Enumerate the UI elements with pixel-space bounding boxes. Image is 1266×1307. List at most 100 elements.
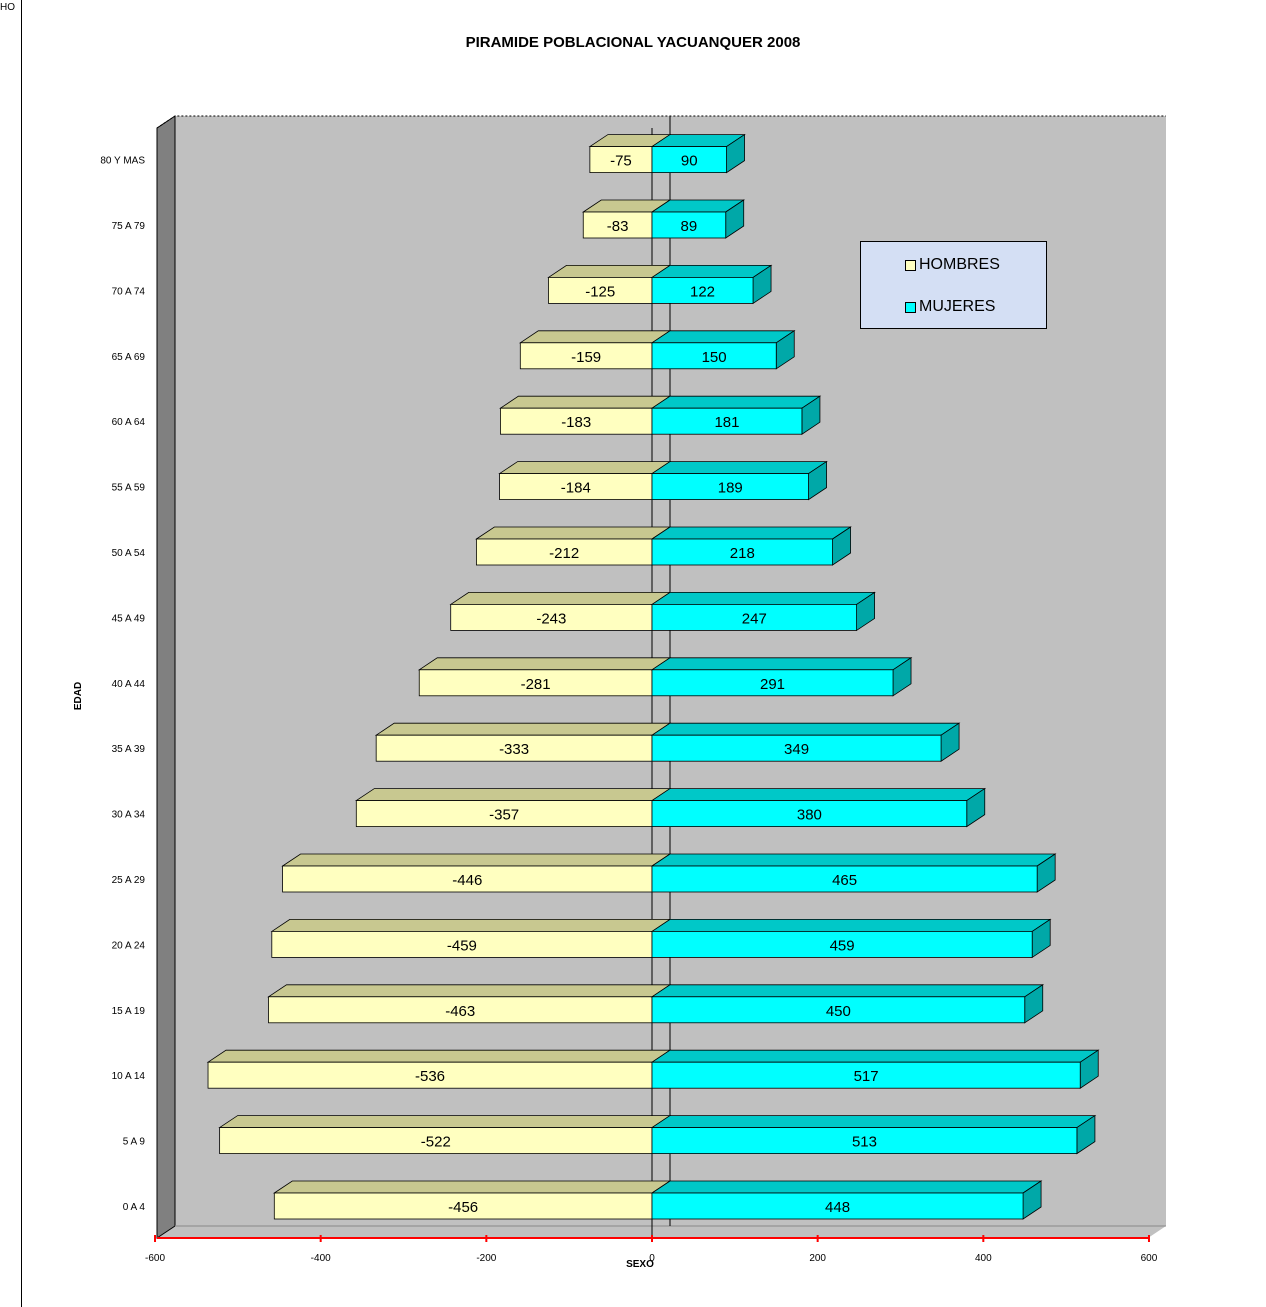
data-label-hombres: -212 [549,545,579,562]
data-label-mujeres: 189 [718,480,743,497]
data-label-mujeres: 450 [826,1003,851,1020]
bar-top-hombres [499,395,672,409]
bar-mujeres [651,1192,1024,1220]
legend-swatch-hombres [905,259,916,271]
y-tick-label: 45 A 49 [112,613,146,624]
data-label-mujeres: 349 [784,741,809,758]
bar-top-mujeres [650,264,773,278]
y-tick-label: 20 A 24 [112,940,146,951]
bar-top-hombres [272,1180,672,1194]
bar-top-hombres [267,984,672,998]
bar-mujeres [651,800,968,827]
data-label-mujeres: 513 [852,1134,877,1151]
legend-item-mujeres: MUJERES [905,298,995,316]
bar-top-mujeres [650,1180,1043,1194]
bar-mujeres [651,473,809,501]
y-tick-label: 70 A 74 [112,286,146,297]
x-tick-label: 200 [809,1253,826,1264]
bar-hombres [450,604,653,631]
x-tick-label: -400 [311,1253,331,1264]
data-label-hombres: -184 [561,480,591,497]
data-label-mujeres: 89 [681,218,698,235]
y-tick-label: 10 A 14 [112,1071,146,1082]
bar-hombres [476,538,653,566]
bar-mujeres [651,407,803,435]
bar-top-hombres [281,853,672,867]
y-tick-label: 65 A 69 [112,352,146,363]
data-label-hombres: -357 [489,807,519,824]
y-tick-label: 0 A 4 [123,1202,146,1213]
data-label-hombres: -159 [571,349,601,366]
bar-top-hombres [354,788,672,801]
bar-top-mujeres [650,592,876,605]
bar-hombres [499,473,653,501]
bar-top-mujeres [650,461,828,475]
bar-mujeres [651,931,1033,958]
x-tick-label: 600 [1141,1253,1158,1264]
y-tick-label: 15 A 19 [112,1006,146,1017]
bar-top-hombres [475,526,672,540]
chart-title: PIRAMIDE POBLACIONAL YACUANQUER 2008 [465,34,801,51]
data-label-hombres: -522 [421,1134,451,1151]
bar-top-hombres [449,592,672,605]
data-label-hombres: -75 [610,153,632,170]
y-tick-label: 80 Y MAS [100,156,145,167]
data-label-mujeres: 122 [690,283,715,300]
data-label-mujeres: 181 [714,414,739,431]
bar-top-hombres [518,330,672,344]
bar-hombres [589,146,653,174]
y-tick-label: 55 A 59 [112,483,146,494]
bar-hombres [273,1192,653,1220]
bar-mujeres [651,996,1026,1024]
data-label-mujeres: 247 [742,610,767,627]
legend-item-hombres: HOMBRES [905,256,1000,274]
data-label-hombres: -243 [536,610,566,627]
bar-top-hombres [270,919,672,932]
x-tick-label: -600 [145,1253,165,1264]
data-label-hombres: -183 [561,414,591,431]
bar-mujeres [651,1061,1081,1089]
bar-top-mujeres [650,330,796,344]
data-label-hombres: -125 [585,283,615,300]
bar-top-mujeres [650,395,822,409]
bar-mujeres [651,1127,1078,1154]
x-tick-label: -200 [476,1253,496,1264]
data-label-hombres: -459 [447,937,477,954]
bar-top-hombres [498,461,672,475]
bar-mujeres [651,276,754,304]
data-label-hombres: -536 [415,1068,445,1085]
bar-mujeres [651,604,857,631]
plot-side-wall [156,115,176,1239]
y-tick-label: 25 A 29 [112,875,146,886]
y-tick-label: 35 A 39 [112,744,146,755]
data-label-hombres: -83 [607,218,629,235]
bar-hombres [582,211,653,239]
data-label-mujeres: 517 [854,1068,879,1085]
bar-hombres [375,734,653,762]
y-tick-label: 40 A 44 [112,679,146,690]
bar-mujeres [651,734,942,762]
bar-top-mujeres [650,526,852,540]
bar-top-mujeres [650,1115,1097,1128]
bar-top-mujeres [650,984,1045,998]
bar-top-mujeres [650,1049,1100,1063]
bar-hombres [548,276,653,304]
bar-top-mujeres [650,919,1052,932]
bar-mujeres [651,538,833,566]
y-axis-title: EDAD [73,682,84,710]
bar-hombres [355,800,653,827]
x-tick-label: 400 [975,1253,992,1264]
y-tick-label: 30 A 34 [112,810,146,821]
bar-mujeres [651,669,894,697]
legend-swatch-mujeres [905,301,916,313]
data-label-mujeres: 459 [830,937,855,954]
legend-label-mujeres: MUJERES [919,298,996,315]
data-label-hombres: -281 [521,676,551,693]
bar-mujeres [651,146,727,174]
y-tick-label: 60 A 64 [112,417,146,428]
bar-top-mujeres [650,657,913,671]
bar-top-mujeres [650,853,1057,867]
corner-text: HO [0,2,15,13]
data-label-mujeres: 218 [730,545,755,562]
bar-top-mujeres [650,722,961,736]
